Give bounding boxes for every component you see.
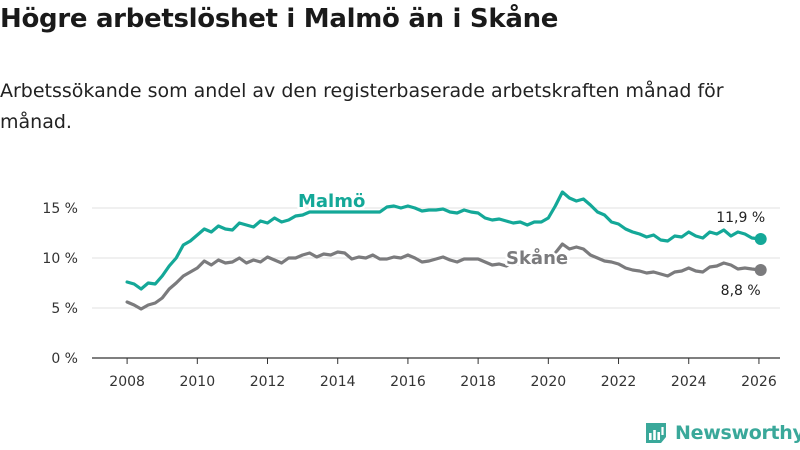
x-tick-label: 2012: [250, 374, 286, 390]
chart-subtitle: Arbetssökande som andel av den registerb…: [0, 80, 724, 133]
end-point-skane: [754, 264, 767, 276]
newsworthy-chart-icon: [646, 423, 666, 443]
chart-title: Högre arbetslöshet i Malmö än i Skåne: [0, 4, 559, 34]
x-tick-label: 2026: [741, 374, 777, 390]
x-tick-label: 2022: [601, 374, 637, 390]
brand-name: Newsworthy: [675, 422, 800, 444]
series-label-skane: Skåne: [506, 247, 568, 269]
series-line-malmo: [125, 190, 763, 291]
x-tick-label: 2014: [320, 374, 356, 390]
y-tick-label: 15 %: [42, 201, 78, 217]
y-tick-label: 10 %: [42, 251, 78, 267]
x-tick-label: 2024: [671, 374, 707, 390]
newsworthy-logo: Newsworthy: [644, 420, 800, 446]
series-line-skane: [125, 242, 763, 311]
x-tick-label: 2020: [531, 374, 567, 390]
x-tick-label: 2008: [109, 374, 145, 390]
x-tick-label: 2010: [179, 374, 215, 390]
x-tick-label: 2016: [390, 374, 426, 390]
x-tick-label: 2018: [460, 374, 496, 390]
end-value-label-skane: 8,8 %: [721, 283, 761, 299]
y-tick-label: 0 %: [51, 351, 78, 367]
end-value-label-malmo: 11,9 %: [716, 210, 765, 226]
y-tick-label: 5 %: [51, 301, 78, 317]
series-label-malmo: Malmö: [298, 191, 365, 212]
end-point-malmo: [754, 233, 767, 245]
